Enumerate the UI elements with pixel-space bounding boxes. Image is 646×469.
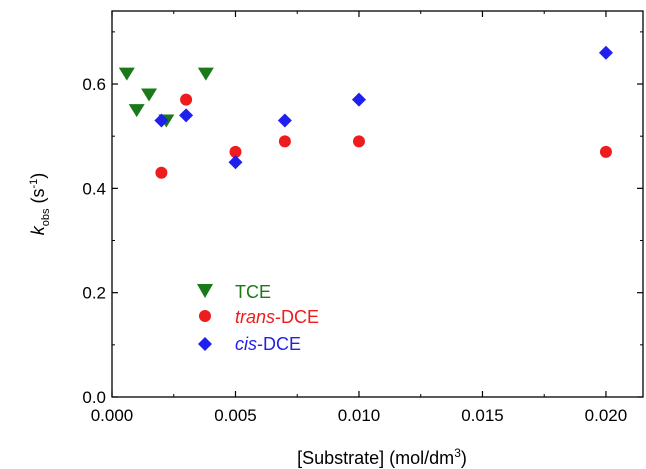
data-point-cis-dce	[351, 92, 366, 107]
y-tick-label: 0.0	[82, 388, 106, 407]
data-point-cis-dce	[277, 113, 292, 128]
legend-item-tce: TCE	[197, 282, 271, 302]
data-point-trans-dce	[229, 145, 242, 158]
data-point-cis-dce	[228, 155, 243, 170]
data-point-cis-dce	[154, 113, 169, 128]
data-point-tce	[118, 67, 135, 81]
legend-item-trans-dce: trans-DCE	[199, 307, 319, 327]
data-point-trans-dce	[278, 135, 291, 148]
x-tick-label: 0.015	[461, 406, 504, 425]
legend-item-cis-dce: cis-DCE	[198, 334, 301, 354]
x-axis-ticks: 0.000 0.005 0.010 0.015 0.020	[91, 11, 628, 425]
legend-marker-tce	[197, 284, 213, 298]
legend-label-cis-dce: cis-DCE	[235, 334, 301, 354]
legend: TCE trans-DCE cis-DCE	[197, 282, 319, 354]
data-point-tce	[128, 104, 145, 118]
y-axis-title: kobs (s-1)	[28, 173, 52, 236]
data-point-cis-dce	[179, 108, 194, 123]
x-tick-label: 0.010	[338, 406, 381, 425]
y-axis-ticks: 0.0 0.2 0.4 0.6	[82, 31, 643, 407]
x-axis-title: [Substrate] (mol/dm3)	[297, 446, 467, 468]
data-point-trans-dce	[155, 166, 168, 179]
x-tick-label: 0.005	[214, 406, 257, 425]
data-point-cis-dce	[598, 45, 613, 60]
y-tick-label: 0.2	[82, 284, 106, 303]
y-tick-label: 0.4	[82, 179, 106, 198]
data-point-trans-dce	[599, 145, 612, 158]
data-point-trans-dce	[180, 93, 193, 106]
data-points	[118, 45, 613, 179]
legend-label-tce: TCE	[235, 282, 271, 302]
legend-marker-trans-dce	[199, 310, 211, 322]
legend-label-trans-dce: trans-DCE	[235, 307, 319, 327]
data-point-tce	[197, 67, 214, 81]
legend-marker-cis-dce	[198, 337, 212, 351]
x-tick-label: 0.020	[585, 406, 628, 425]
x-tick-label: 0.000	[91, 406, 134, 425]
data-point-trans-dce	[352, 135, 365, 148]
y-tick-label: 0.6	[82, 75, 106, 94]
plot-frame	[111, 10, 644, 398]
data-point-tce	[141, 88, 158, 102]
